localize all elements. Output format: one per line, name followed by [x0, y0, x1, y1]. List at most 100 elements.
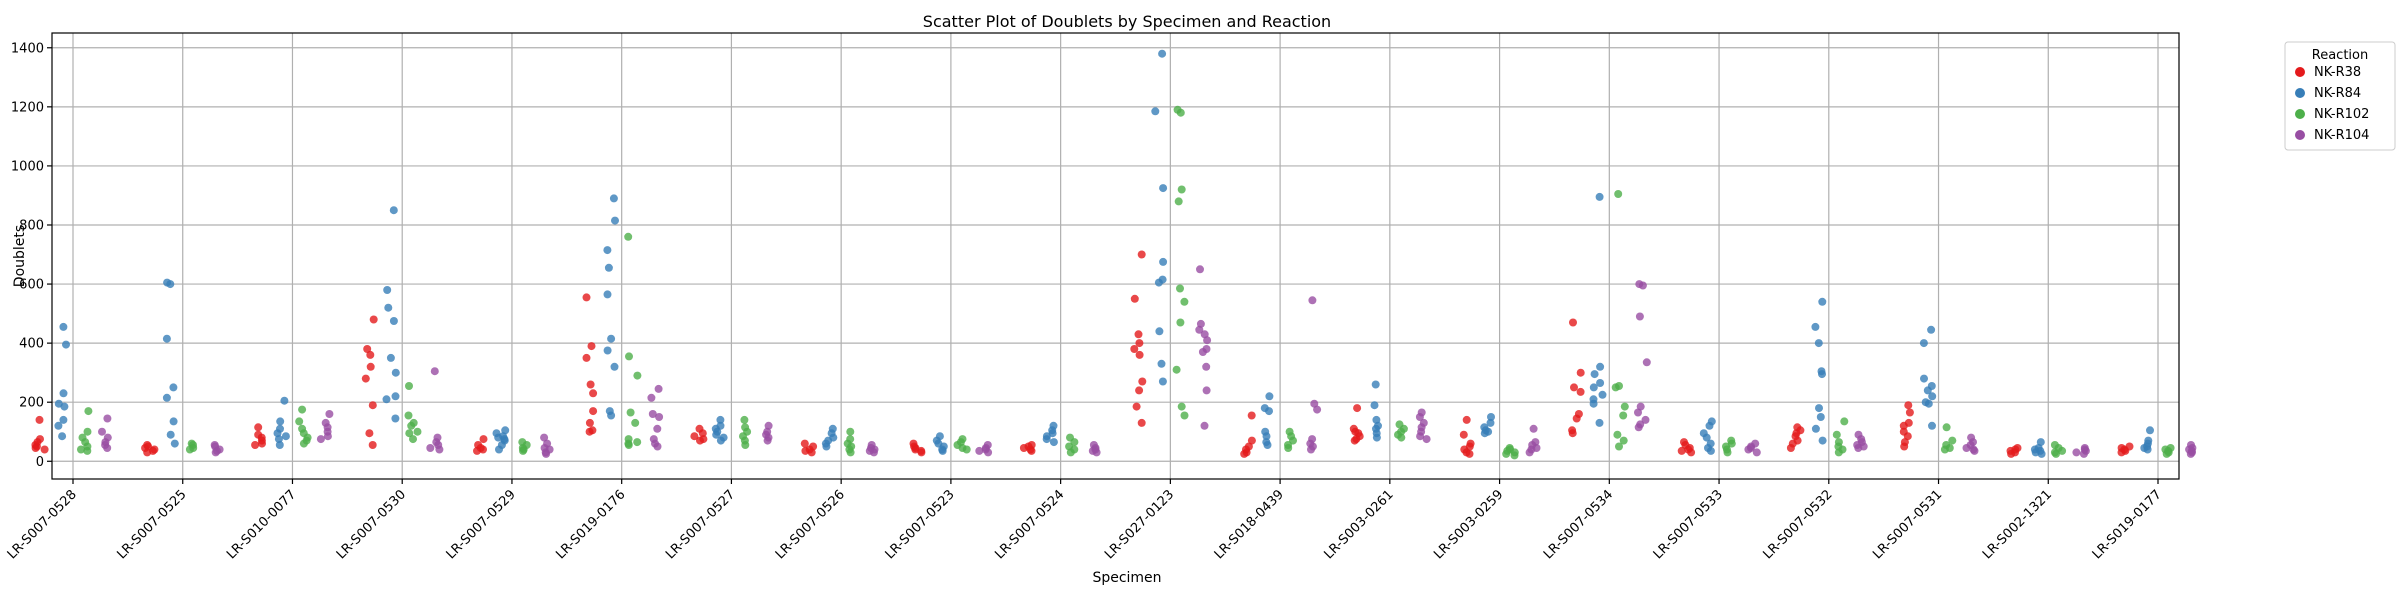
data-point	[2146, 426, 2154, 435]
data-point	[1265, 392, 1274, 401]
data-point	[1155, 327, 1164, 336]
y-axis-label: Doublets	[12, 225, 28, 287]
data-point	[254, 423, 263, 432]
data-point	[1313, 405, 1322, 414]
data-point	[1159, 257, 1168, 266]
x-tick-label: LR-S007-0527	[663, 487, 738, 562]
data-point	[77, 445, 85, 454]
data-point	[405, 382, 413, 390]
data-point	[1940, 445, 1949, 454]
data-point	[2079, 449, 2088, 458]
data-point	[1611, 383, 1620, 392]
data-point	[383, 286, 392, 294]
x-tick-label: LR-S007-0524	[992, 487, 1067, 562]
data-point	[1723, 448, 1732, 457]
legend-marker	[2295, 130, 2305, 140]
data-point	[1180, 297, 1189, 306]
data-point	[316, 435, 325, 444]
data-point	[494, 433, 503, 442]
data-point	[1525, 448, 1534, 457]
data-point	[1816, 413, 1825, 421]
data-point	[1202, 386, 1211, 395]
data-point	[1590, 370, 1599, 379]
data-point	[1066, 448, 1075, 457]
data-point	[1137, 418, 1146, 427]
data-point	[366, 362, 375, 371]
data-point	[430, 367, 439, 376]
data-point	[653, 442, 662, 451]
data-point	[2007, 449, 2016, 458]
data-point	[280, 396, 289, 405]
data-point	[389, 206, 398, 215]
data-point	[631, 418, 640, 427]
legend-box	[2284, 41, 2396, 151]
data-point	[369, 315, 378, 324]
data-point	[1576, 387, 1585, 396]
data-point	[1174, 197, 1183, 206]
data-point	[1202, 362, 1211, 371]
data-point	[382, 395, 391, 404]
data-point	[2052, 449, 2060, 458]
data-point	[1948, 436, 1957, 445]
data-point	[1811, 322, 1820, 331]
data-point	[1569, 318, 1577, 327]
data-point	[716, 415, 725, 424]
data-point	[984, 448, 993, 457]
data-point	[698, 429, 707, 438]
data-point	[83, 427, 92, 436]
data-point	[1641, 415, 1650, 424]
data-point	[1818, 370, 1826, 379]
data-point	[696, 436, 704, 445]
data-point	[1158, 49, 1167, 58]
x-tick-label: LR-S019-0177	[2090, 487, 2165, 562]
data-point	[1942, 423, 1951, 432]
x-tick-label: LR-S007-0530	[334, 487, 409, 562]
data-point	[1132, 402, 1141, 411]
data-point	[295, 417, 304, 426]
data-point	[1970, 446, 1979, 455]
data-point	[479, 435, 488, 444]
data-point	[391, 392, 400, 401]
data-point	[275, 441, 284, 449]
data-point	[54, 421, 63, 430]
data-point	[1307, 445, 1315, 454]
data-point	[603, 346, 612, 355]
legend-label: NK-R104	[2314, 128, 2369, 143]
data-point	[585, 427, 594, 436]
legend-label: NK-R84	[2314, 86, 2361, 101]
data-point	[1811, 424, 1820, 433]
data-point	[1510, 451, 1519, 460]
data-point	[1070, 438, 1079, 447]
data-point	[2162, 449, 2171, 458]
x-axis-ticks: LR-S007-0528 LR-S007-0525 LR-S010-0077 LR-S…	[5, 479, 2165, 562]
legend: Reaction NK-R38 NK-R84 NK-R102 NK-R104	[2284, 41, 2396, 151]
data-point	[1265, 407, 1273, 416]
y-tick-label: 600	[19, 278, 44, 293]
data-point	[31, 444, 40, 452]
data-point	[298, 405, 307, 414]
data-point	[582, 353, 591, 362]
legend-items: NK-R38 NK-R84 NK-R102 NK-R104	[2295, 65, 2369, 143]
data-point	[1900, 442, 1909, 451]
data-point	[1595, 418, 1604, 427]
data-point	[1576, 368, 1585, 377]
data-point	[1928, 421, 1936, 430]
data-point	[368, 401, 377, 410]
data-point	[1027, 446, 1036, 455]
data-point	[1157, 359, 1166, 368]
data-point	[2072, 448, 2081, 457]
data-point	[162, 334, 171, 343]
data-point	[807, 448, 816, 457]
data-point	[2143, 445, 2152, 454]
data-point	[389, 317, 398, 325]
data-point	[1706, 446, 1715, 455]
x-tick-label: LR-S007-0523	[883, 487, 958, 562]
data-point	[607, 411, 616, 420]
data-point	[1177, 185, 1186, 194]
legend-label: NK-R102	[2314, 107, 2369, 122]
data-point	[1019, 444, 1028, 452]
data-point	[1923, 386, 1932, 395]
x-tick-label: LR-S007-0534	[1541, 487, 1616, 562]
data-point	[1572, 414, 1581, 423]
data-point	[1962, 444, 1971, 452]
